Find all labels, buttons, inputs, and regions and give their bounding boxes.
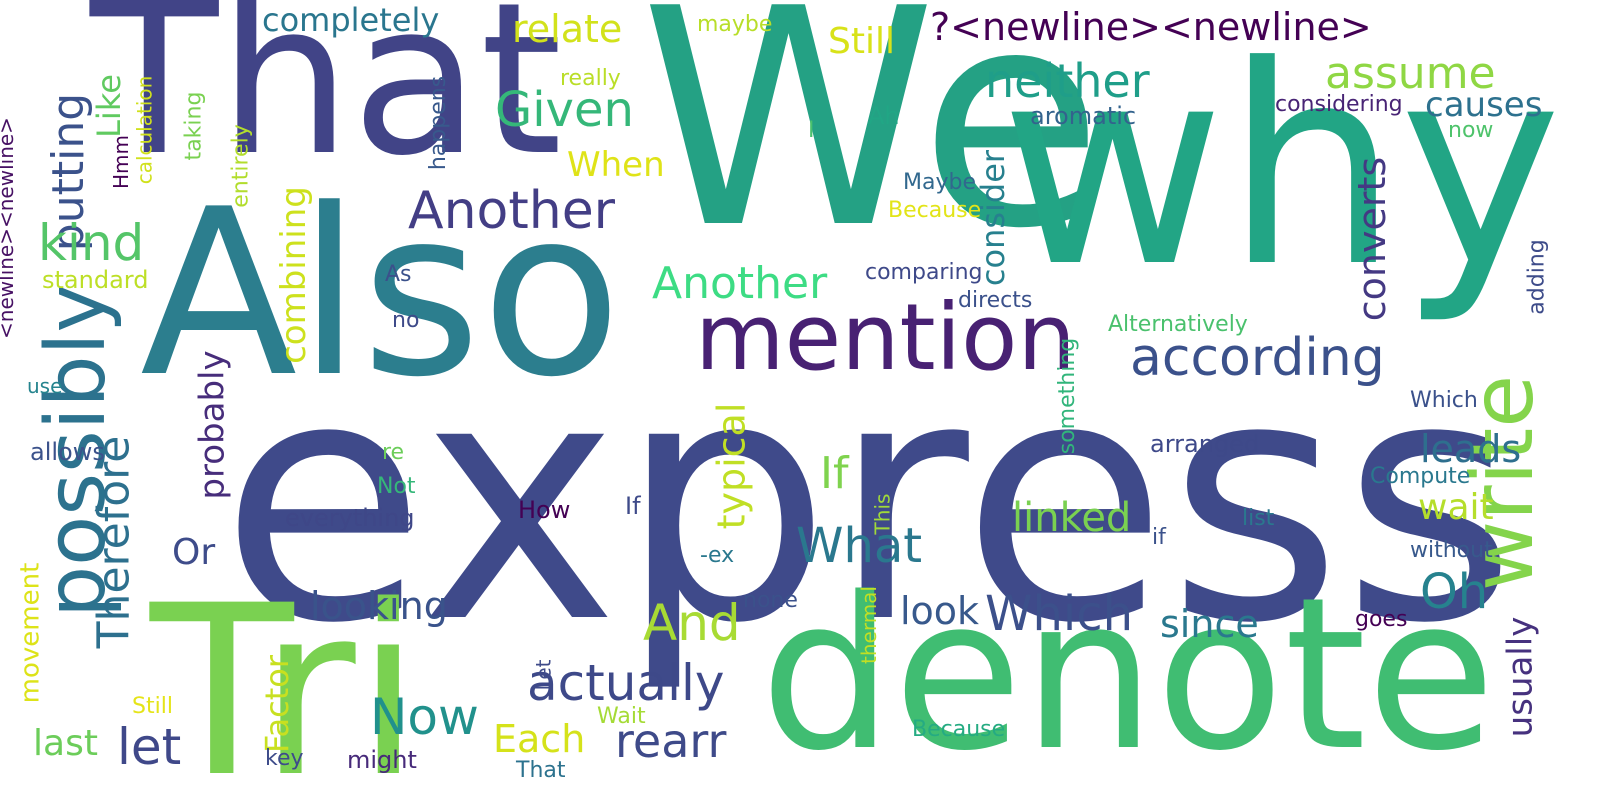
word-entirely: entirely [228,124,254,208]
word-list: list [1242,506,1275,531]
word-calculation: calculation [132,75,157,185]
word-which-small: Which [1410,388,1478,413]
word-comparing: comparing [865,260,983,285]
word-none: none [743,588,798,613]
word-taking: taking [181,91,207,161]
word-no: no [392,308,420,333]
word-movement: movement [15,562,46,704]
word-still-2: Still [132,694,173,719]
word-everything: everything [285,504,415,532]
word-oh: Oh [1420,564,1489,620]
word-use: use [27,374,63,398]
word-something: something [1055,337,1081,455]
word-like: Like [89,74,128,138]
word-because-1: Because [912,717,1006,742]
word-wait: wait [1418,487,1494,528]
word-completely: completely [262,1,440,39]
word-usually: usually [1500,616,1541,738]
word-this: This [870,493,895,535]
word-considering: considering [1275,92,1403,117]
word-assume: assume [1325,48,1496,99]
word-also: Also [140,161,622,428]
word-if-large: If [820,448,849,499]
word-newline-double: <newline><newline> [0,117,18,339]
word-not: Not [377,474,416,499]
word-according: according [1130,328,1385,388]
word-arranged: arranged [1150,430,1260,458]
word-newline-question: ?<newline><newline> [930,5,1372,49]
word-why: why [1000,7,1562,327]
word-relate: relate [512,7,623,51]
word-neither: neither [985,54,1150,108]
word-and: And [643,594,741,652]
word-look: look [900,589,980,633]
word-really: really [560,66,621,91]
word-tri: Tri [150,556,421,800]
word-i: I [808,118,815,143]
word-still-1: Still [828,21,895,62]
word-express: express [220,307,1517,697]
word-last: last [33,723,98,764]
word-leads: leads [1420,427,1522,471]
word-aromatic: aromatic [1030,102,1137,130]
word-another-2: Another [652,258,828,309]
word-thermal: thermal [857,586,881,664]
word-key: key [265,746,304,771]
word-alternatively: Alternatively [1108,312,1248,337]
word-converts: converts [1350,156,1395,322]
word-now: Now [370,688,479,746]
word-now-small: now [1448,118,1494,143]
word-because-2: Because [888,198,982,223]
word-since: since [1160,602,1259,646]
word-probably: probably [192,350,233,500]
word-mention: mention [695,284,1076,391]
word-that-small: That [516,758,566,783]
word-each: Each [493,717,586,761]
word-allows: allows [30,438,105,466]
word-typical: typical [709,402,754,530]
word-we: We [640,0,1104,294]
word-maybe: Maybe [903,170,976,195]
word-if-tiny: if [1152,525,1166,550]
word-ah: Ah [868,102,900,130]
word-without: without [1410,538,1493,563]
word-kind: kind [38,214,145,272]
word-therefore: Therefore [88,435,140,649]
word-rearr: rearr [615,714,727,768]
word-causes: causes [1425,85,1543,125]
word-combining: combining [273,186,314,364]
word-actually: actually [527,654,725,712]
word-goes: goes [1355,607,1408,632]
word-denote: denote [760,552,1496,797]
word-directs: directs [958,288,1033,313]
word-let-small: Let [531,659,556,691]
word-looking: looking [310,584,448,628]
word-wait-small: Wait [597,704,646,729]
word-or: Or [172,532,216,573]
word-how: How [518,496,571,524]
word-what: What [796,518,923,574]
word-adding: adding [1524,239,1550,315]
word-let: let [117,718,182,776]
word-ex: -ex [700,543,735,568]
word-happens: happens [426,75,452,171]
word-standard: standard [42,266,149,294]
word-compute: Compute [1370,464,1471,489]
word-given: Given [495,82,634,138]
word-might: might [347,746,417,774]
word-if-small: If [625,492,641,520]
word-another-1: Another [408,181,616,241]
word-maybe-small: maybe [697,12,773,37]
word-hmm: Hmm [109,134,134,190]
word-re: re [382,440,405,465]
word-that: That [90,0,563,202]
word-factor: Factor [257,655,296,753]
word-as: As [385,262,412,287]
word-linked: linked [1012,495,1132,541]
word-when: When [567,145,665,185]
word-which-large: Which [985,586,1134,642]
